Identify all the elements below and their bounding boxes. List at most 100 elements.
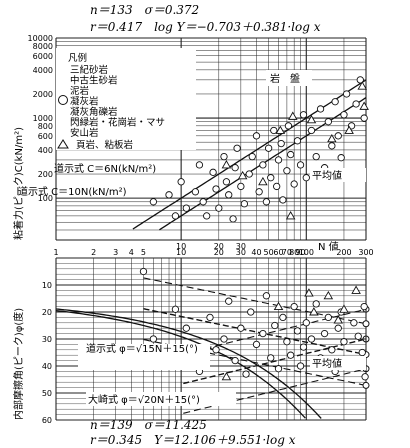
friction-point-circle — [340, 338, 348, 346]
friction-point-triangle — [304, 288, 314, 297]
cohesion-point-circle — [209, 168, 217, 176]
upper-x-tick-label: 10 — [176, 242, 186, 251]
guide-line-c10n-label: 道示式 C＝10N(kN/m²) — [18, 185, 127, 198]
cohesion-point-circle — [284, 122, 293, 130]
friction-point-triangle — [309, 307, 319, 316]
friction-point-circle — [231, 356, 239, 365]
friction-point-circle — [293, 327, 302, 335]
legend-item-circle: 安山岩 — [70, 127, 99, 139]
cohesion-point-circle — [324, 118, 332, 126]
lower-y-label: 内部摩擦角(ピーク)φ(度) — [12, 308, 25, 420]
cohesion-point-circle — [342, 90, 351, 98]
cohesion-point-triangle — [359, 101, 369, 110]
cohesion-point-circle — [331, 98, 339, 106]
upper-y-tick-label: 1000 — [33, 114, 53, 123]
friction-point-circle — [220, 335, 228, 343]
cohesion-points — [149, 76, 369, 223]
cohesion-point-circle — [231, 164, 239, 172]
friction-point-circle — [324, 313, 332, 322]
bottom-stats-line1: n＝139 σ＝11.425 — [90, 418, 207, 432]
cohesion-point-circle — [225, 191, 233, 199]
cohesion-point-triangle — [306, 114, 317, 124]
upper-y-tick-label: 800 — [38, 122, 53, 131]
guide-line-phi-15n — [55, 308, 322, 419]
friction-point-circle — [334, 324, 342, 332]
cohesion-point-circle — [328, 142, 336, 150]
upper-y-tick-label: 6000 — [33, 52, 53, 61]
cohesion-point-triangle — [288, 111, 298, 120]
friction-point-circle — [212, 346, 220, 354]
lower-x-tick-label: 100 — [299, 248, 314, 257]
cohesion-point-triangle — [237, 170, 248, 180]
friction-point-circle — [262, 292, 271, 300]
lower-y-tick-label: 20 — [42, 308, 52, 317]
guide-15n-label-bg — [78, 344, 210, 370]
friction-point-triangle — [333, 315, 344, 324]
friction-point-circle — [296, 362, 305, 370]
friction-point-circle — [358, 348, 366, 357]
upper-y-tick-label: 4000 — [33, 66, 53, 75]
friction-point-circle — [312, 300, 320, 308]
cohesion-point-circle — [360, 114, 368, 122]
lower-x-tick-label: 5 — [141, 248, 146, 257]
cohesion-panel: 1000080006000400020001000800600400200100… — [12, 34, 370, 414]
friction-point-circle — [171, 305, 180, 313]
legend-item-circle: 泥岩 — [70, 85, 89, 97]
upper-y-tick-label: 10000 — [28, 34, 53, 43]
cohesion-point-triangle — [344, 125, 354, 134]
cohesion-point-circle — [356, 76, 364, 84]
friction-point-triangle — [339, 304, 349, 313]
cohesion-point-circle — [220, 152, 228, 161]
lower-x-tick-label: 10 — [176, 248, 186, 257]
friction-point-circle — [274, 365, 283, 373]
upper-y-tick-label: 200 — [38, 170, 53, 179]
cohesion-point-circle — [229, 215, 237, 223]
cohesion-point-circle — [293, 137, 302, 145]
lower-x-tick-label: 80 — [289, 248, 299, 257]
cohesion-point-circle — [255, 188, 263, 196]
lower-x-tick-label: 300 — [358, 248, 373, 257]
cohesion-point-circle — [279, 196, 287, 204]
friction-point-circle — [354, 332, 362, 340]
friction-point-circle — [242, 370, 250, 378]
lower-x-tick-label: 50 — [264, 248, 274, 257]
lower-right-edge-marker — [362, 381, 370, 389]
legend-item-circle: 中古生砂岩 — [70, 75, 118, 87]
lower-x-tick-label: 30 — [236, 248, 246, 257]
friction-point-circle — [290, 302, 298, 311]
cohesion-point-circle — [299, 111, 308, 119]
cohesion-point-circle — [203, 212, 211, 220]
legend-item-circle: 凝灰岩 — [70, 96, 99, 108]
cohesion-point-circle — [233, 144, 241, 152]
rock-region-label: 岩 盤 — [270, 72, 300, 85]
legend-triangle-marker — [57, 139, 69, 149]
friction-point-circle — [206, 313, 214, 322]
upper-x-label: N 値 — [318, 240, 339, 253]
upper-y-tick-label: 8000 — [33, 42, 53, 51]
cohesion-point-triangle — [275, 125, 286, 134]
friction-point-circle — [252, 340, 261, 349]
friction-point-circle — [267, 354, 275, 362]
cohesion-point-circle — [182, 204, 190, 212]
legend-item-circle: 三紀砂岩 — [70, 64, 108, 76]
friction-point-circle — [182, 324, 190, 332]
cohesion-point-triangle — [327, 133, 337, 143]
cohesion-point-circle — [149, 198, 158, 206]
regression-mean-line — [183, 338, 367, 385]
lower-x-tick-label: 200 — [336, 248, 351, 257]
upper-y-label: 粘着力(ピーク)C(kN/m²) — [12, 127, 25, 240]
friction-point-circle — [360, 302, 368, 311]
lower-y-tick-label: 40 — [42, 362, 52, 371]
cohesion-point-circle — [267, 174, 275, 182]
friction-point-circle — [283, 338, 291, 346]
legend-item-circle: 凝灰角礫岩 — [70, 106, 118, 118]
cohesion-point-circle — [215, 204, 223, 212]
lower-x-tick-label: 4 — [129, 248, 134, 257]
cohesion-point-circle — [245, 170, 253, 178]
legend-background — [56, 48, 196, 150]
cohesion-x-ticks: 10 20 30 — [176, 242, 246, 251]
cohesion-point-circle — [270, 126, 278, 135]
